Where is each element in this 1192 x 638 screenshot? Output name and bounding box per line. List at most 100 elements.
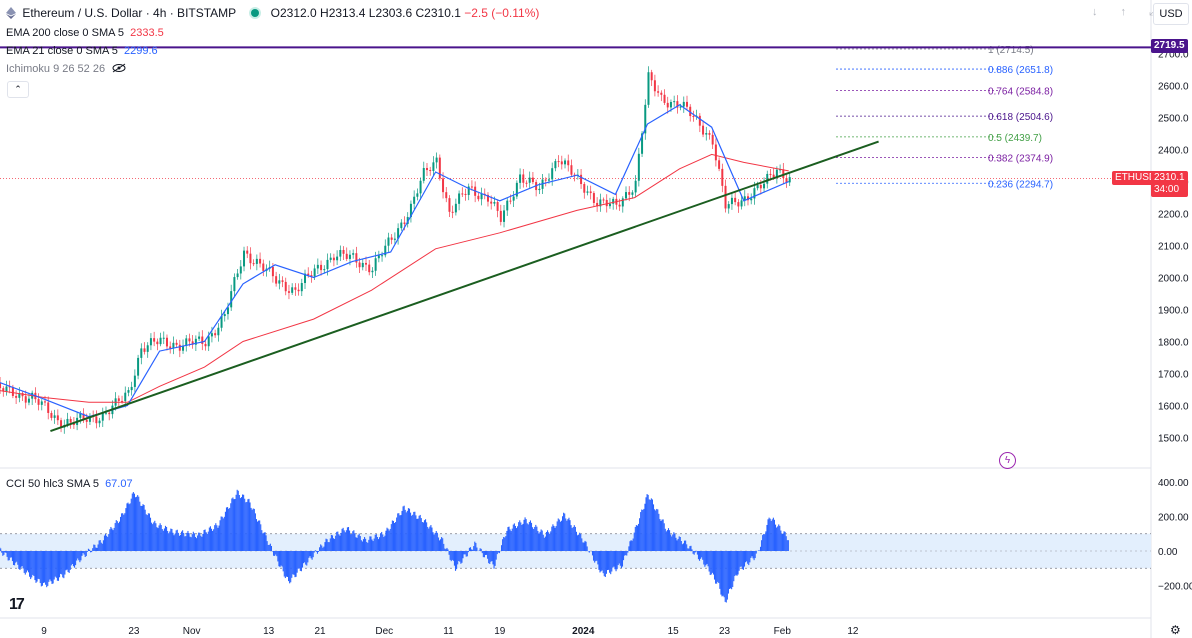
- cci-bar: [710, 551, 712, 575]
- cci-bar: [719, 551, 721, 589]
- cci-bar: [458, 551, 460, 562]
- trend-line[interactable]: [50, 140, 879, 433]
- cci-bar: [642, 509, 644, 551]
- candle-body: [194, 338, 197, 345]
- cci-bar: [355, 537, 357, 551]
- cci-bar: [368, 539, 370, 551]
- candle-body: [435, 157, 438, 163]
- cci-bar: [657, 509, 659, 551]
- cci-bar: [306, 551, 308, 566]
- cci-bar: [177, 532, 179, 551]
- candle-body: [628, 192, 631, 195]
- collapse-icon[interactable]: ⌃: [7, 81, 29, 98]
- time-tick-label: 9: [41, 626, 47, 637]
- candle-body: [676, 101, 679, 108]
- candle-body: [528, 177, 531, 183]
- cci-bar: [535, 524, 537, 551]
- cci-bar: [309, 551, 311, 557]
- cci-bar: [476, 547, 478, 551]
- candle-body: [133, 375, 136, 387]
- toolbar-icons[interactable]: ↓ ↑ ⤢: [1092, 6, 1168, 18]
- cci-bar: [743, 551, 746, 567]
- currency-button[interactable]: USD: [1153, 3, 1189, 25]
- candle-body: [673, 101, 676, 103]
- candle-body: [165, 337, 168, 347]
- cci-bar: [745, 551, 747, 563]
- candle-body: [666, 102, 669, 108]
- candle-body: [278, 280, 281, 284]
- cci-bar: [753, 551, 755, 561]
- cci-bar: [454, 551, 457, 571]
- candle-body: [40, 401, 43, 405]
- cci-bar: [127, 502, 129, 551]
- cci-bar: [342, 527, 344, 551]
- cci-bar: [574, 526, 576, 551]
- ohlc-values: O2312.0 H2313.4 L2303.6 C2310.1 −2.5 (−0…: [271, 6, 540, 20]
- cci-bar: [308, 551, 310, 558]
- cci-bar: [18, 551, 20, 570]
- cci-bar: [616, 551, 618, 570]
- cci-bar: [32, 551, 34, 575]
- cci-legend[interactable]: CCI 50 hlc3 SMA 5 67.07: [6, 476, 133, 492]
- cci-bar: [46, 551, 48, 588]
- cci-bar: [495, 551, 497, 560]
- cci-bar: [631, 540, 633, 551]
- cci-bar: [16, 551, 18, 562]
- settings-icon[interactable]: ⚙: [1170, 623, 1181, 637]
- candle-body: [156, 341, 159, 345]
- candle-body: [98, 420, 101, 424]
- tradingview-logo[interactable]: 17: [9, 596, 25, 613]
- cci-bar: [412, 514, 414, 551]
- ema21-legend[interactable]: EMA 21 close 0 SMA 5 2299.6: [6, 43, 158, 59]
- cci-bar: [428, 528, 430, 551]
- cci-bar: [735, 551, 737, 575]
- cci-bar: [275, 551, 277, 555]
- cci-bar: [288, 551, 290, 582]
- cci-bar: [731, 551, 733, 590]
- cci-bar: [553, 525, 555, 551]
- cci-bar: [36, 551, 38, 582]
- flash-icon[interactable]: ϟ: [999, 452, 1016, 469]
- candle-body: [137, 357, 140, 376]
- cci-bar: [718, 551, 720, 584]
- cci-bar: [452, 551, 454, 561]
- cci-bar: [701, 551, 703, 558]
- cci-bar: [369, 536, 371, 551]
- cci-bar: [142, 504, 144, 551]
- cci-bar: [173, 535, 175, 551]
- open-value: O2312.0: [270, 6, 317, 20]
- ema200-legend[interactable]: EMA 200 close 0 SMA 5 2333.5: [6, 25, 164, 41]
- cci-bar: [373, 538, 375, 551]
- cci-bar: [700, 551, 702, 559]
- cci-bar: [179, 534, 182, 551]
- cci-bar: [769, 518, 771, 551]
- candle-body: [634, 180, 637, 193]
- cci-bar: [5, 551, 7, 553]
- cci-bar: [777, 526, 779, 551]
- candle-body: [60, 420, 63, 428]
- cci-bar: [721, 551, 723, 597]
- cci-bar: [728, 551, 731, 589]
- cci-bar: [563, 512, 565, 551]
- cci-bar: [307, 551, 309, 563]
- eye-off-icon[interactable]: [112, 63, 126, 73]
- candle-body: [117, 398, 120, 401]
- candle-body: [8, 386, 11, 388]
- cci-bar: [689, 546, 691, 551]
- cci-bar: [67, 551, 69, 573]
- cci-bar: [337, 531, 339, 551]
- ichimoku-legend[interactable]: Ichimoku 9 26 52 26: [6, 61, 126, 77]
- candle-body: [756, 184, 759, 189]
- candle-body: [397, 228, 400, 239]
- cci-bar: [594, 551, 596, 563]
- cci-bar: [661, 519, 663, 551]
- price-tick-label: 1600.0: [1158, 402, 1189, 413]
- symbol-title[interactable]: Ethereum / U.S. Dollar · 4h · BITSTAMP: [22, 6, 236, 20]
- cci-bar: [720, 551, 722, 595]
- candle-body: [689, 106, 692, 117]
- cci-bar: [186, 532, 188, 551]
- cci-bar: [215, 523, 217, 551]
- candle-body: [11, 386, 14, 396]
- candle-body: [663, 94, 666, 103]
